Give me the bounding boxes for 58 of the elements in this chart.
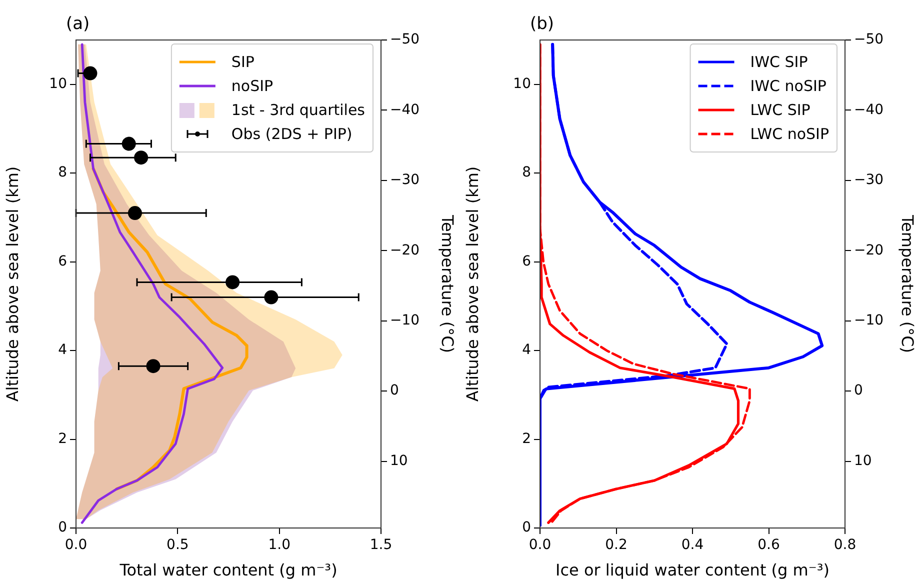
legend-label: LWC noSIP bbox=[750, 124, 830, 143]
legend-label: Obs (2DS + PIP) bbox=[231, 124, 352, 143]
y2-tick-label: −10 bbox=[854, 312, 884, 329]
x-tick-label: 0.5 bbox=[166, 537, 189, 554]
y-tick-label: 0 bbox=[58, 520, 67, 536]
y-tick-label: 10 bbox=[49, 76, 67, 92]
legend-label: 1st - 3rd quartiles bbox=[231, 100, 366, 119]
y-tick-label: 2 bbox=[522, 430, 531, 447]
point bbox=[134, 150, 148, 165]
point bbox=[128, 206, 142, 220]
x-axis-title: Ice or liquid water content (g m⁻³) bbox=[556, 560, 830, 580]
y-tick-label: 8 bbox=[522, 164, 531, 181]
y-tick-label: 2 bbox=[58, 430, 67, 447]
point bbox=[226, 275, 240, 290]
chart-title: (b) bbox=[530, 14, 554, 34]
legend-label: SIP bbox=[231, 52, 254, 71]
y-tick-label: 10 bbox=[513, 76, 531, 92]
y-tick-label: 6 bbox=[58, 253, 68, 270]
y2-tick-label: −40 bbox=[854, 102, 884, 118]
y2-tick-label: −20 bbox=[390, 242, 420, 258]
x-tick-label: 0.4 bbox=[681, 537, 704, 554]
legend-label: noSIP bbox=[231, 76, 274, 95]
y2-tick-label: 0 bbox=[854, 382, 863, 399]
point bbox=[83, 66, 98, 80]
y-tick-label: 4 bbox=[58, 342, 68, 358]
y-axis-title: Altitude above sea level (km) bbox=[462, 166, 482, 402]
x-tick-label: 0.0 bbox=[64, 537, 88, 554]
y2-axis-title: Temperature (°C) bbox=[898, 214, 918, 354]
x-tick-label: 0.8 bbox=[834, 537, 856, 554]
y2-tick-label: 0 bbox=[390, 382, 399, 399]
y2-axis-title: Temperature (°C) bbox=[438, 214, 458, 354]
x-tick-label: 1.5 bbox=[370, 537, 392, 554]
y-tick-label: 4 bbox=[522, 342, 532, 358]
x-tick-label: 0.2 bbox=[605, 537, 628, 554]
y-tick-label: 0 bbox=[522, 520, 531, 536]
x-tick-label: 0.0 bbox=[528, 537, 552, 554]
y2-tick-label: −30 bbox=[390, 172, 420, 188]
y2-tick-label: −10 bbox=[390, 312, 420, 329]
y2-tick-label: −20 bbox=[854, 242, 884, 258]
chart-title: (a) bbox=[66, 14, 90, 34]
y2-tick-label: −50 bbox=[390, 32, 420, 48]
point bbox=[122, 136, 136, 151]
legend-label: IWC noSIP bbox=[750, 76, 826, 95]
x-axis-title: Total water content (g m⁻³) bbox=[118, 560, 338, 580]
y2-tick-label: −30 bbox=[854, 172, 884, 188]
x-tick-label: 0.6 bbox=[758, 537, 780, 554]
y2-tick-label: −40 bbox=[390, 102, 420, 118]
point bbox=[146, 359, 160, 374]
y2-tick-label: 10 bbox=[390, 452, 408, 469]
legend-label: LWC SIP bbox=[750, 100, 810, 119]
y-tick-label: 6 bbox=[522, 253, 532, 270]
y-axis-title: Altitude above sea level (km) bbox=[2, 166, 22, 402]
x-tick-label: 1.0 bbox=[268, 537, 290, 554]
y-tick-label: 8 bbox=[58, 164, 67, 181]
point bbox=[264, 290, 278, 304]
legend-label: IWC SIP bbox=[750, 52, 808, 71]
y2-tick-label: 10 bbox=[854, 452, 872, 469]
y2-tick-label: −50 bbox=[854, 32, 884, 48]
